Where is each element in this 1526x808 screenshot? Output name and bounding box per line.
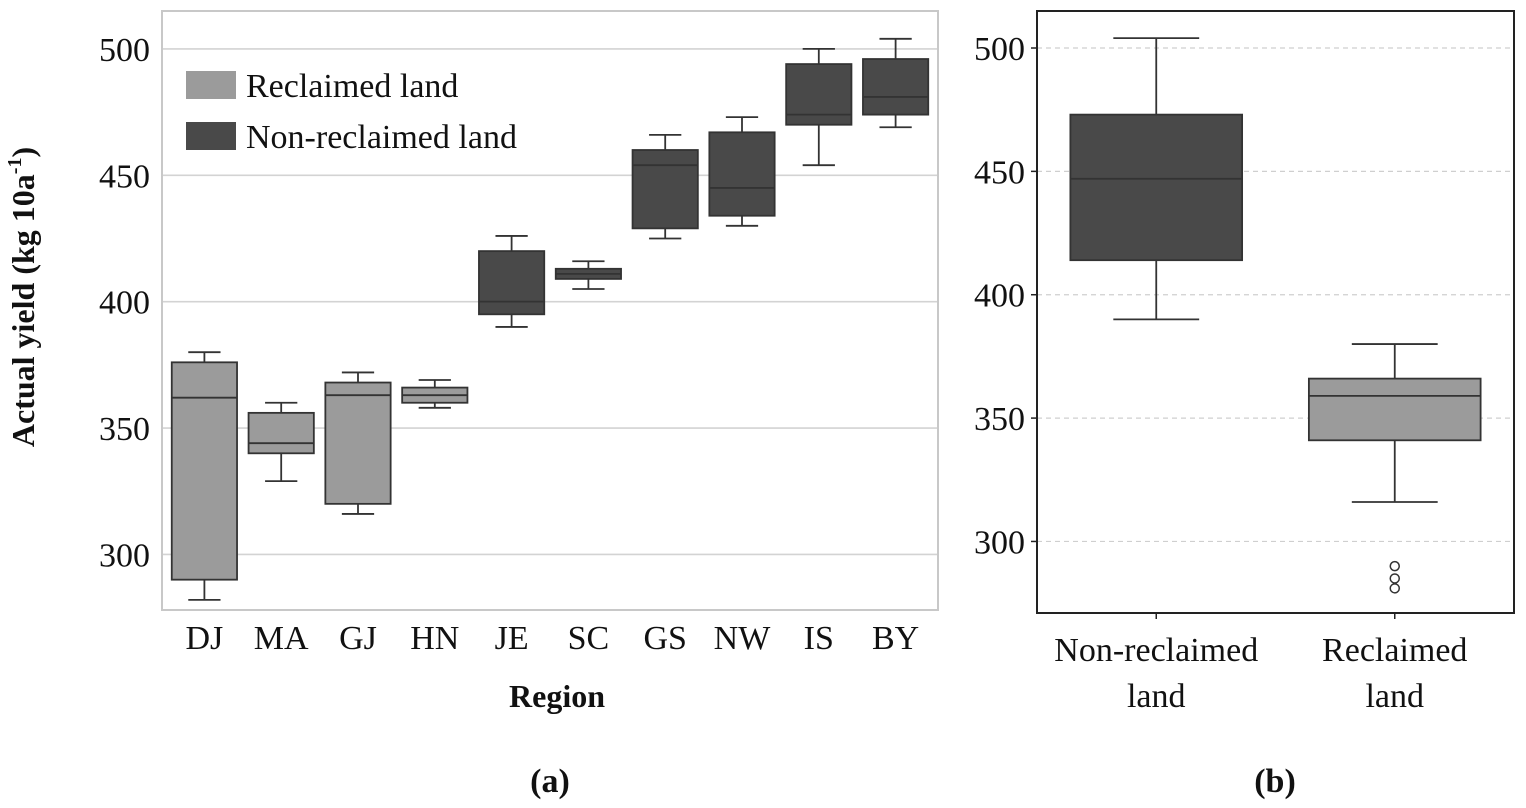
box-8	[785, 48, 853, 167]
box-9	[862, 37, 930, 129]
box-0	[1069, 37, 1244, 321]
x-tick-label: GS	[643, 620, 686, 657]
box-iqr	[247, 411, 315, 455]
box-7	[708, 116, 776, 227]
panel-b-chart: 300 350 400 450 500 Non-reclaimed land Reclaim…	[974, 10, 1515, 800]
y-tick-label: 300	[974, 524, 1025, 561]
panel-a-frame	[161, 10, 939, 611]
panel-b-boxes	[1069, 37, 1482, 594]
panel-a-x-tick-labels: DJ MA GJ HN JE SC GS NW IS BY	[186, 620, 920, 657]
panel-b-frame	[1036, 10, 1515, 614]
x-tick-label-line2: land	[1127, 678, 1186, 715]
x-tick-label: MA	[254, 620, 309, 657]
y-tick-label: 300	[99, 537, 150, 574]
box-1	[247, 401, 315, 483]
box-iqr	[631, 149, 699, 230]
x-tick-label: IS	[804, 620, 834, 657]
panel-a-label: (a)	[530, 763, 570, 800]
y-tick-label: 450	[974, 154, 1025, 191]
x-tick-label: GJ	[339, 620, 377, 657]
box-4	[478, 235, 546, 328]
panel-b-x-tick-labels: Non-reclaimed land Reclaimed land	[1054, 613, 1467, 715]
legend: Reclaimed land Non-reclaimed land	[186, 68, 517, 156]
box-iqr	[785, 63, 853, 126]
x-tick-label: BY	[872, 620, 919, 657]
box-iqr	[862, 58, 930, 116]
box-5	[554, 260, 622, 290]
legend-swatch-reclaimed	[186, 71, 236, 99]
y-tick-label: 400	[974, 278, 1025, 315]
y-axis-title-close: )	[5, 147, 41, 158]
legend-label-reclaimed: Reclaimed land	[246, 68, 458, 105]
x-tick-label-line2: land	[1365, 678, 1424, 715]
panel-a-boxes	[170, 37, 930, 601]
outlier-point	[1389, 573, 1400, 584]
box-iqr	[708, 131, 776, 217]
box-iqr	[1307, 377, 1482, 442]
box-3	[401, 379, 469, 409]
y-tick-label: 450	[99, 158, 150, 195]
box-1	[1307, 343, 1482, 594]
x-tick-label: SC	[568, 620, 610, 657]
y-tick-label: 350	[974, 401, 1025, 438]
legend-label-non-reclaimed: Non-reclaimed land	[246, 119, 517, 156]
outlier-point	[1389, 560, 1400, 572]
x-tick-label: DJ	[186, 620, 224, 657]
x-tick-label: NW	[714, 620, 772, 657]
legend-swatch-non-reclaimed	[186, 122, 236, 150]
y-axis-title-main: Actual yield (kg 10a	[5, 174, 41, 447]
panel-b-label: (b)	[1254, 763, 1296, 800]
box-iqr	[170, 361, 238, 581]
panel-a-chart: 300 350 400 450 500 DJ MA GJ HN JE SC GS NW IS BY Rec…	[4, 10, 939, 800]
panel-a-y-tick-labels: 300 350 400 450 500	[99, 32, 150, 574]
box-iqr	[324, 381, 392, 505]
panel-a-y-axis-title: Actual yield (kg 10a-1)	[4, 147, 41, 447]
box-0	[170, 351, 238, 601]
panel-a-x-axis-title: Region	[509, 678, 605, 714]
x-tick-label-line1: Non-reclaimed	[1054, 632, 1258, 669]
y-axis-title-superscript: -1	[4, 158, 26, 175]
outlier-point	[1389, 583, 1400, 594]
y-tick-label: 500	[99, 32, 150, 69]
box-iqr	[1069, 113, 1244, 262]
box-2	[324, 371, 392, 515]
x-tick-label-line1: Reclaimed	[1322, 632, 1467, 669]
y-tick-label: 500	[974, 31, 1025, 68]
y-tick-label: 350	[99, 411, 150, 448]
x-tick-label: HN	[410, 620, 459, 657]
box-6	[631, 133, 699, 240]
y-tick-label: 400	[99, 285, 150, 322]
x-tick-label: JE	[495, 620, 529, 657]
box-iqr	[478, 250, 546, 316]
panel-b-y-tick-labels: 300 350 400 450 500	[974, 31, 1037, 561]
